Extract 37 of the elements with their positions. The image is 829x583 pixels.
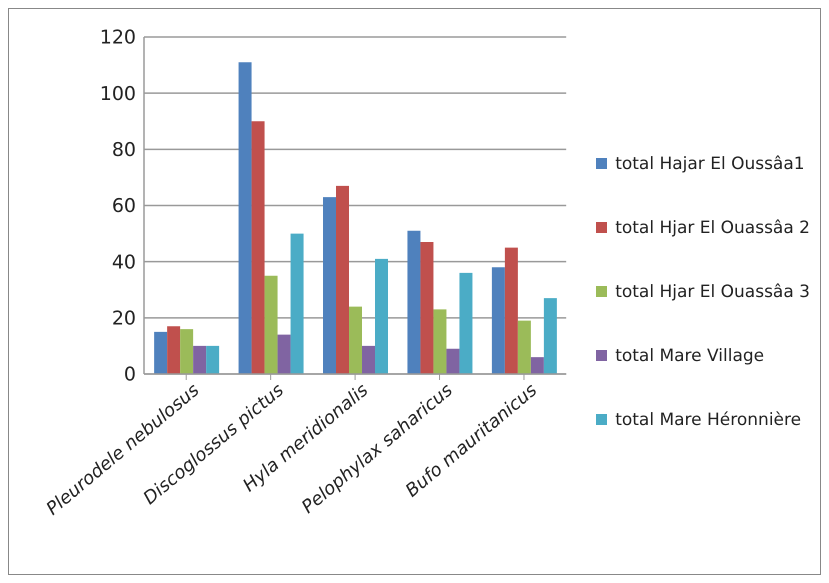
bar [446, 348, 460, 374]
bar [518, 320, 531, 374]
bar [336, 186, 350, 374]
legend-label: total Hajar El Oussâa1 [615, 154, 805, 174]
bar [420, 242, 434, 374]
bar [492, 267, 505, 374]
bar [264, 276, 278, 374]
legend-label: total Mare Village [615, 346, 764, 366]
legend-label: total Hjar El Ouassâa 3 [615, 282, 810, 302]
bar [375, 258, 388, 374]
bar [238, 62, 252, 374]
bar [167, 326, 180, 374]
bar [433, 309, 446, 374]
bar [180, 329, 194, 374]
bar [407, 230, 420, 374]
y-tick-label: 120 [100, 26, 136, 49]
y-tick-label: 60 [112, 195, 136, 218]
bar [544, 298, 557, 374]
legend-label: total Hjar El Ouassâa 2 [615, 218, 810, 238]
y-tick-label: 40 [112, 251, 136, 274]
y-tick-label: 0 [124, 364, 136, 386]
bar [459, 272, 472, 374]
bar [323, 197, 336, 374]
bar [206, 346, 220, 374]
y-tick-label: 80 [112, 139, 136, 162]
bar [504, 248, 518, 374]
legend-label: total Mare Héronnière [615, 410, 802, 430]
bar [154, 332, 168, 374]
bar [193, 346, 206, 374]
y-tick-label: 100 [100, 82, 136, 105]
bar [278, 334, 291, 374]
y-tick-label: 20 [112, 308, 136, 330]
bar [349, 306, 362, 374]
bar [290, 234, 304, 374]
bar [362, 346, 376, 374]
bar [252, 121, 265, 374]
bar [530, 357, 544, 374]
